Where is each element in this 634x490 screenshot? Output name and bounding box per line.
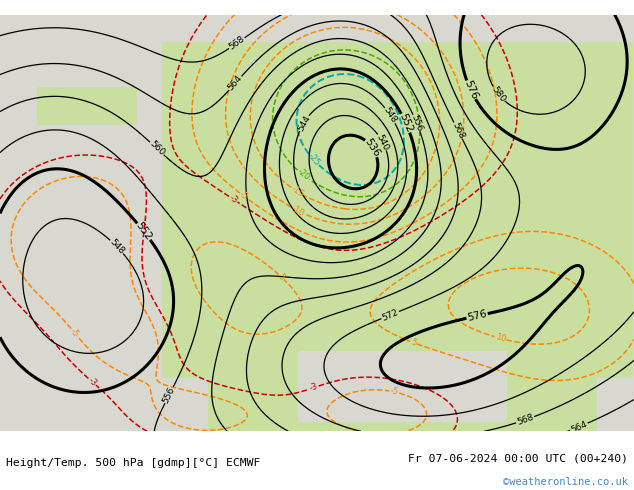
Text: -3: -3 [227, 193, 239, 205]
Text: 10: 10 [494, 333, 507, 344]
Text: 564: 564 [226, 74, 244, 93]
Text: 540: 540 [375, 132, 391, 152]
Text: -5: -5 [389, 387, 399, 397]
Text: 548: 548 [108, 237, 126, 256]
Text: -3: -3 [86, 376, 98, 388]
Text: 544: 544 [295, 114, 312, 133]
Text: 580: 580 [489, 85, 507, 104]
Text: ©weatheronline.co.uk: ©weatheronline.co.uk [503, 477, 628, 487]
Text: 568: 568 [228, 34, 247, 52]
Text: 556: 556 [161, 386, 177, 405]
Text: -5: -5 [238, 190, 250, 202]
Text: 576: 576 [462, 79, 479, 101]
Text: -15: -15 [289, 184, 306, 199]
Text: 552: 552 [398, 112, 414, 134]
Text: -25: -25 [306, 152, 321, 168]
Text: -20: -20 [295, 167, 311, 183]
Text: 552: 552 [134, 220, 153, 243]
Text: -3: -3 [308, 382, 320, 393]
Text: 576: 576 [466, 309, 488, 323]
Text: 5: 5 [410, 338, 418, 348]
Text: 568: 568 [515, 413, 535, 427]
Text: 568: 568 [450, 121, 466, 141]
Text: 5: 5 [276, 272, 287, 282]
Text: 548: 548 [382, 106, 399, 125]
Text: 564: 564 [569, 419, 588, 434]
Text: 536: 536 [363, 137, 382, 159]
Text: Height/Temp. 500 hPa [gdmp][°C] ECMWF: Height/Temp. 500 hPa [gdmp][°C] ECMWF [6, 458, 261, 467]
Text: Fr 07-06-2024 00:00 UTC (00+240): Fr 07-06-2024 00:00 UTC (00+240) [408, 453, 628, 463]
Text: 556: 556 [410, 113, 424, 133]
Text: -5: -5 [68, 326, 81, 339]
Text: 560: 560 [148, 139, 166, 158]
Text: -10: -10 [290, 203, 306, 218]
Text: 572: 572 [380, 308, 400, 322]
